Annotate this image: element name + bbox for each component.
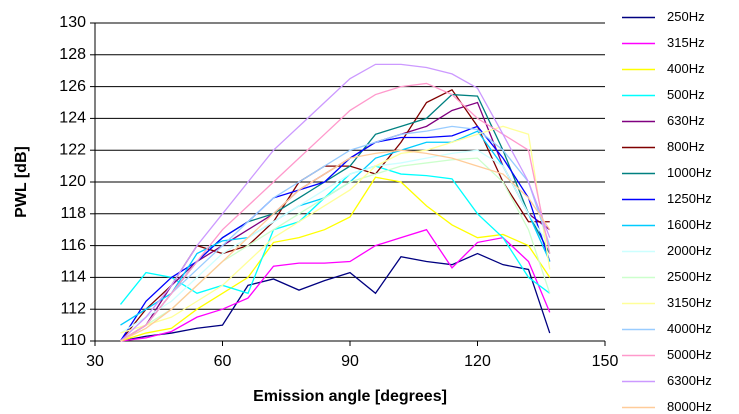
y-tick-label: 122 — [59, 141, 86, 158]
legend-label: 1600Hz — [667, 217, 712, 232]
y-tick-label: 130 — [59, 14, 86, 31]
legend-label: 400Hz — [667, 61, 705, 76]
legend-label: 6300Hz — [667, 373, 712, 388]
legend-label: 4000Hz — [667, 321, 712, 336]
series-line — [120, 252, 551, 342]
x-tick-label: 90 — [341, 353, 359, 370]
legend-label: 800Hz — [667, 139, 705, 154]
series-line — [120, 125, 551, 334]
legend-label: 2000Hz — [667, 243, 712, 258]
x-tick-label: 60 — [214, 353, 232, 370]
x-tick-label: 30 — [86, 353, 104, 370]
legend-label: 630Hz — [667, 113, 705, 128]
legend-label: 3150Hz — [667, 295, 712, 310]
legend-label: 2500Hz — [667, 269, 712, 284]
y-tick-label: 120 — [59, 173, 86, 190]
legend-label: 5000Hz — [667, 347, 712, 362]
y-axis-label: PWL [dB] — [13, 146, 30, 218]
series-line — [120, 125, 551, 342]
legend-label: 315Hz — [667, 35, 705, 50]
y-tick-label: 118 — [60, 205, 86, 222]
legend-label: 500Hz — [667, 87, 705, 102]
y-tick-label: 116 — [60, 237, 86, 254]
y-tick-label: 112 — [60, 300, 86, 317]
series-line — [120, 228, 551, 342]
series-line — [119, 125, 551, 342]
series-line — [119, 88, 550, 342]
y-tick-label: 126 — [59, 78, 86, 95]
legend-label: 8000Hz — [667, 399, 712, 414]
legend-label: 1250Hz — [667, 191, 712, 206]
x-axis-label: Emission angle [degrees] — [253, 388, 447, 405]
series-line — [120, 82, 551, 342]
series-line — [120, 176, 551, 342]
series-line — [120, 157, 551, 342]
y-tick-label: 124 — [59, 110, 86, 127]
series-line — [120, 63, 551, 342]
y-tick-label: 114 — [60, 269, 86, 286]
series-line — [119, 165, 551, 305]
legend-label: 1000Hz — [667, 165, 712, 180]
series-line — [120, 149, 551, 334]
series-line — [120, 149, 551, 342]
x-tick-label: 150 — [592, 353, 619, 370]
y-tick-label: 128 — [59, 46, 86, 63]
legend-label: 250Hz — [667, 9, 705, 24]
x-tick-label: 120 — [464, 353, 491, 370]
y-tick-label: 110 — [60, 332, 86, 349]
